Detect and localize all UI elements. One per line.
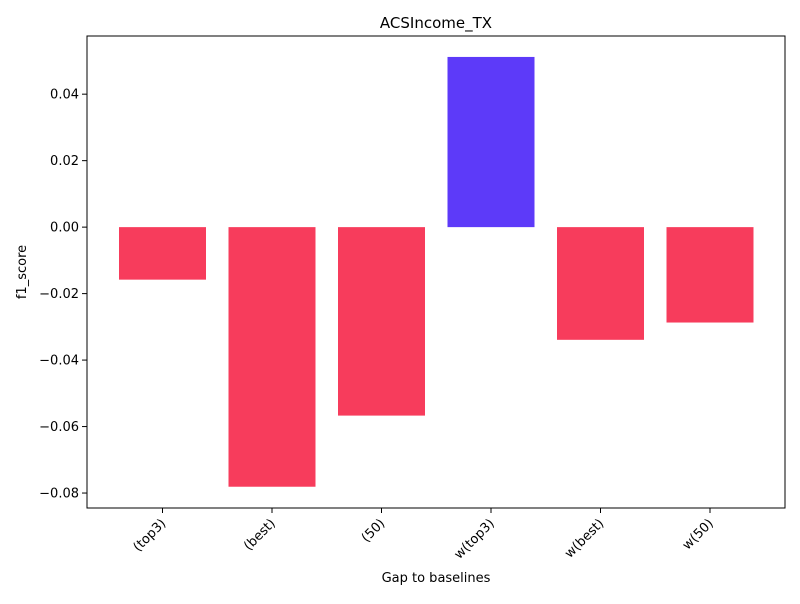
bar-wbest bbox=[557, 227, 644, 340]
bar-wtop3 bbox=[447, 56, 535, 228]
y-tick-label: −0.06 bbox=[39, 420, 79, 435]
bar-50 bbox=[338, 227, 425, 416]
x-tick-label: (50) bbox=[359, 516, 388, 545]
y-tick-label: −0.08 bbox=[39, 487, 79, 502]
x-tick-label: w(top3) bbox=[452, 516, 498, 562]
plot-frame bbox=[86, 35, 786, 509]
x-tick-label: w(best) bbox=[562, 516, 607, 561]
bar-top3 bbox=[119, 227, 206, 280]
x-axis-label: Gap to baselines bbox=[382, 571, 491, 586]
x-tick-label: (best) bbox=[241, 516, 279, 554]
y-tick-label: −0.02 bbox=[39, 287, 79, 302]
bar-w50 bbox=[666, 227, 754, 323]
x-tick-label: (top3) bbox=[131, 516, 170, 555]
chart-title: ACSIncome_TX bbox=[380, 14, 492, 33]
y-tick-label: 0.02 bbox=[50, 154, 79, 169]
bars-layer bbox=[119, 56, 754, 487]
y-tick-label: 0.04 bbox=[50, 88, 79, 103]
y-axis-label: f1_score bbox=[15, 245, 30, 299]
y-tick-label: −0.04 bbox=[39, 354, 79, 369]
x-tick-label: w(50) bbox=[680, 516, 717, 553]
y-axis: 0.04 0.02 0.00 −0.02 −0.04 −0.06 −0.08 bbox=[39, 88, 87, 502]
y-tick-label: 0.00 bbox=[50, 221, 79, 236]
bar-best bbox=[228, 227, 316, 487]
x-axis: (top3) (best) (50) w(top3) w(best) w(50) bbox=[131, 508, 717, 562]
